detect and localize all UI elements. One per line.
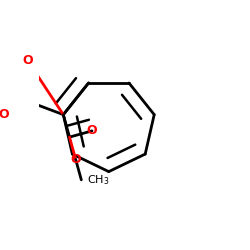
Text: O: O bbox=[0, 108, 9, 121]
Text: CH$_3$: CH$_3$ bbox=[87, 173, 110, 187]
Text: O: O bbox=[22, 54, 32, 66]
Text: O: O bbox=[70, 153, 81, 166]
Text: O: O bbox=[87, 124, 97, 138]
